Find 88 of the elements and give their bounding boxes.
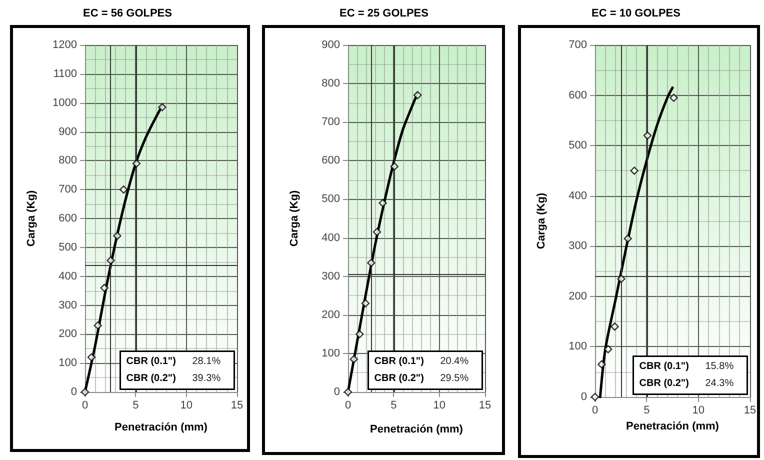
- y-tick-label: 400: [58, 270, 77, 282]
- y-tick-label: 600: [58, 212, 77, 224]
- point: [413, 91, 422, 100]
- point: [367, 258, 376, 267]
- x-tick-label: 0: [82, 400, 88, 412]
- y-tick-label: 100: [322, 347, 340, 360]
- point: [378, 198, 387, 208]
- y-tick-label: 0: [580, 391, 587, 403]
- point: [610, 322, 619, 331]
- y-tick-label: 0: [334, 386, 340, 398]
- annotation: 24.3%: [705, 378, 734, 389]
- y-tick-label: 700: [322, 116, 340, 128]
- x-tick-label: 5: [132, 400, 139, 412]
- y-tick-label: 200: [568, 290, 587, 302]
- point: [132, 159, 141, 168]
- point: [670, 94, 678, 102]
- annotation: 28.1%: [192, 356, 221, 367]
- y-tick-label: 100: [568, 340, 587, 353]
- annotation: CBR (0.2"): [126, 372, 176, 384]
- y-tick-label: 500: [568, 140, 587, 152]
- point: [120, 185, 128, 194]
- y-tick-label: 600: [568, 89, 587, 102]
- x-tick-label: 15: [230, 400, 244, 412]
- point: [624, 234, 632, 243]
- annotation: 15.8%: [705, 360, 734, 372]
- point: [604, 345, 612, 354]
- y-axis-title: Carga (Kg): [536, 192, 548, 250]
- y-tick-label: 200: [322, 308, 340, 321]
- x-tick-label: 0: [592, 404, 598, 416]
- y-tick-label: 1000: [52, 96, 77, 109]
- point: [106, 256, 115, 265]
- point: [390, 162, 398, 171]
- y-tick-label: 300: [58, 299, 77, 312]
- point: [158, 103, 166, 112]
- annotation: CBR (0.2"): [374, 372, 424, 384]
- y-tick-label: 300: [322, 270, 340, 282]
- y-tick-label: 700: [58, 184, 77, 196]
- x-tick-label: 0: [344, 400, 352, 412]
- y-tick-label: 600: [322, 154, 340, 167]
- annotation: 29.5%: [440, 372, 469, 384]
- chart-title: EC = 10 GOLPES: [592, 8, 680, 20]
- annotation: CBR (0.1"): [374, 356, 424, 367]
- x-tick-label: 10: [433, 400, 446, 412]
- y-tick-label: 1100: [53, 68, 77, 80]
- annotation: CBR (0.1"): [639, 360, 689, 372]
- point: [643, 131, 652, 140]
- x-tick-label: 15: [744, 404, 756, 416]
- y-tick-label: 0: [70, 386, 77, 398]
- x-axis-title: Penetración (mm): [370, 424, 464, 436]
- y-axis-title: Carga (Kg): [288, 190, 300, 247]
- point: [361, 299, 370, 308]
- point: [617, 274, 626, 283]
- y-tick-label: 1200: [52, 39, 77, 51]
- point: [113, 232, 122, 240]
- x-tick-label: 5: [390, 400, 397, 412]
- annotation: 20.4%: [440, 356, 469, 367]
- y-tick-label: 900: [58, 126, 77, 138]
- x-axis-title: Penetración (mm): [114, 422, 208, 434]
- y-tick-label: 400: [322, 232, 340, 244]
- y-tick-label: 900: [322, 39, 340, 51]
- annotation: CBR (0.2"): [639, 378, 689, 389]
- annotation: CBR (0.1"): [126, 356, 176, 367]
- point: [100, 284, 108, 292]
- point: [372, 228, 382, 236]
- x-tick-label: 5: [644, 404, 650, 416]
- point: [350, 355, 358, 364]
- y-tick-label: 800: [58, 154, 77, 167]
- y-tick-label: 300: [568, 240, 587, 252]
- point: [598, 360, 606, 368]
- annotation: 39.3%: [192, 372, 221, 384]
- y-tick-label: 500: [58, 241, 77, 254]
- x-axis-title: Penetración (mm): [626, 420, 720, 432]
- x-tick-label: 10: [180, 400, 192, 412]
- y-axis-title: Carga (Kg): [26, 190, 38, 247]
- point: [87, 353, 96, 362]
- point: [630, 166, 638, 175]
- y-tick-label: 400: [568, 190, 587, 202]
- y-tick-label: 100: [58, 357, 77, 370]
- y-tick-label: 500: [322, 193, 340, 206]
- x-tick-label: 10: [692, 404, 704, 416]
- y-tick-label: 200: [58, 328, 77, 340]
- x-tick-label: 15: [478, 400, 492, 412]
- point: [94, 321, 102, 330]
- point: [356, 330, 364, 338]
- y-tick-label: 700: [568, 39, 587, 51]
- chart-title: EC = 25 GOLPES: [340, 8, 428, 20]
- y-tick-label: 800: [322, 78, 340, 90]
- chart-title: EC = 56 GOLPES: [83, 8, 172, 20]
